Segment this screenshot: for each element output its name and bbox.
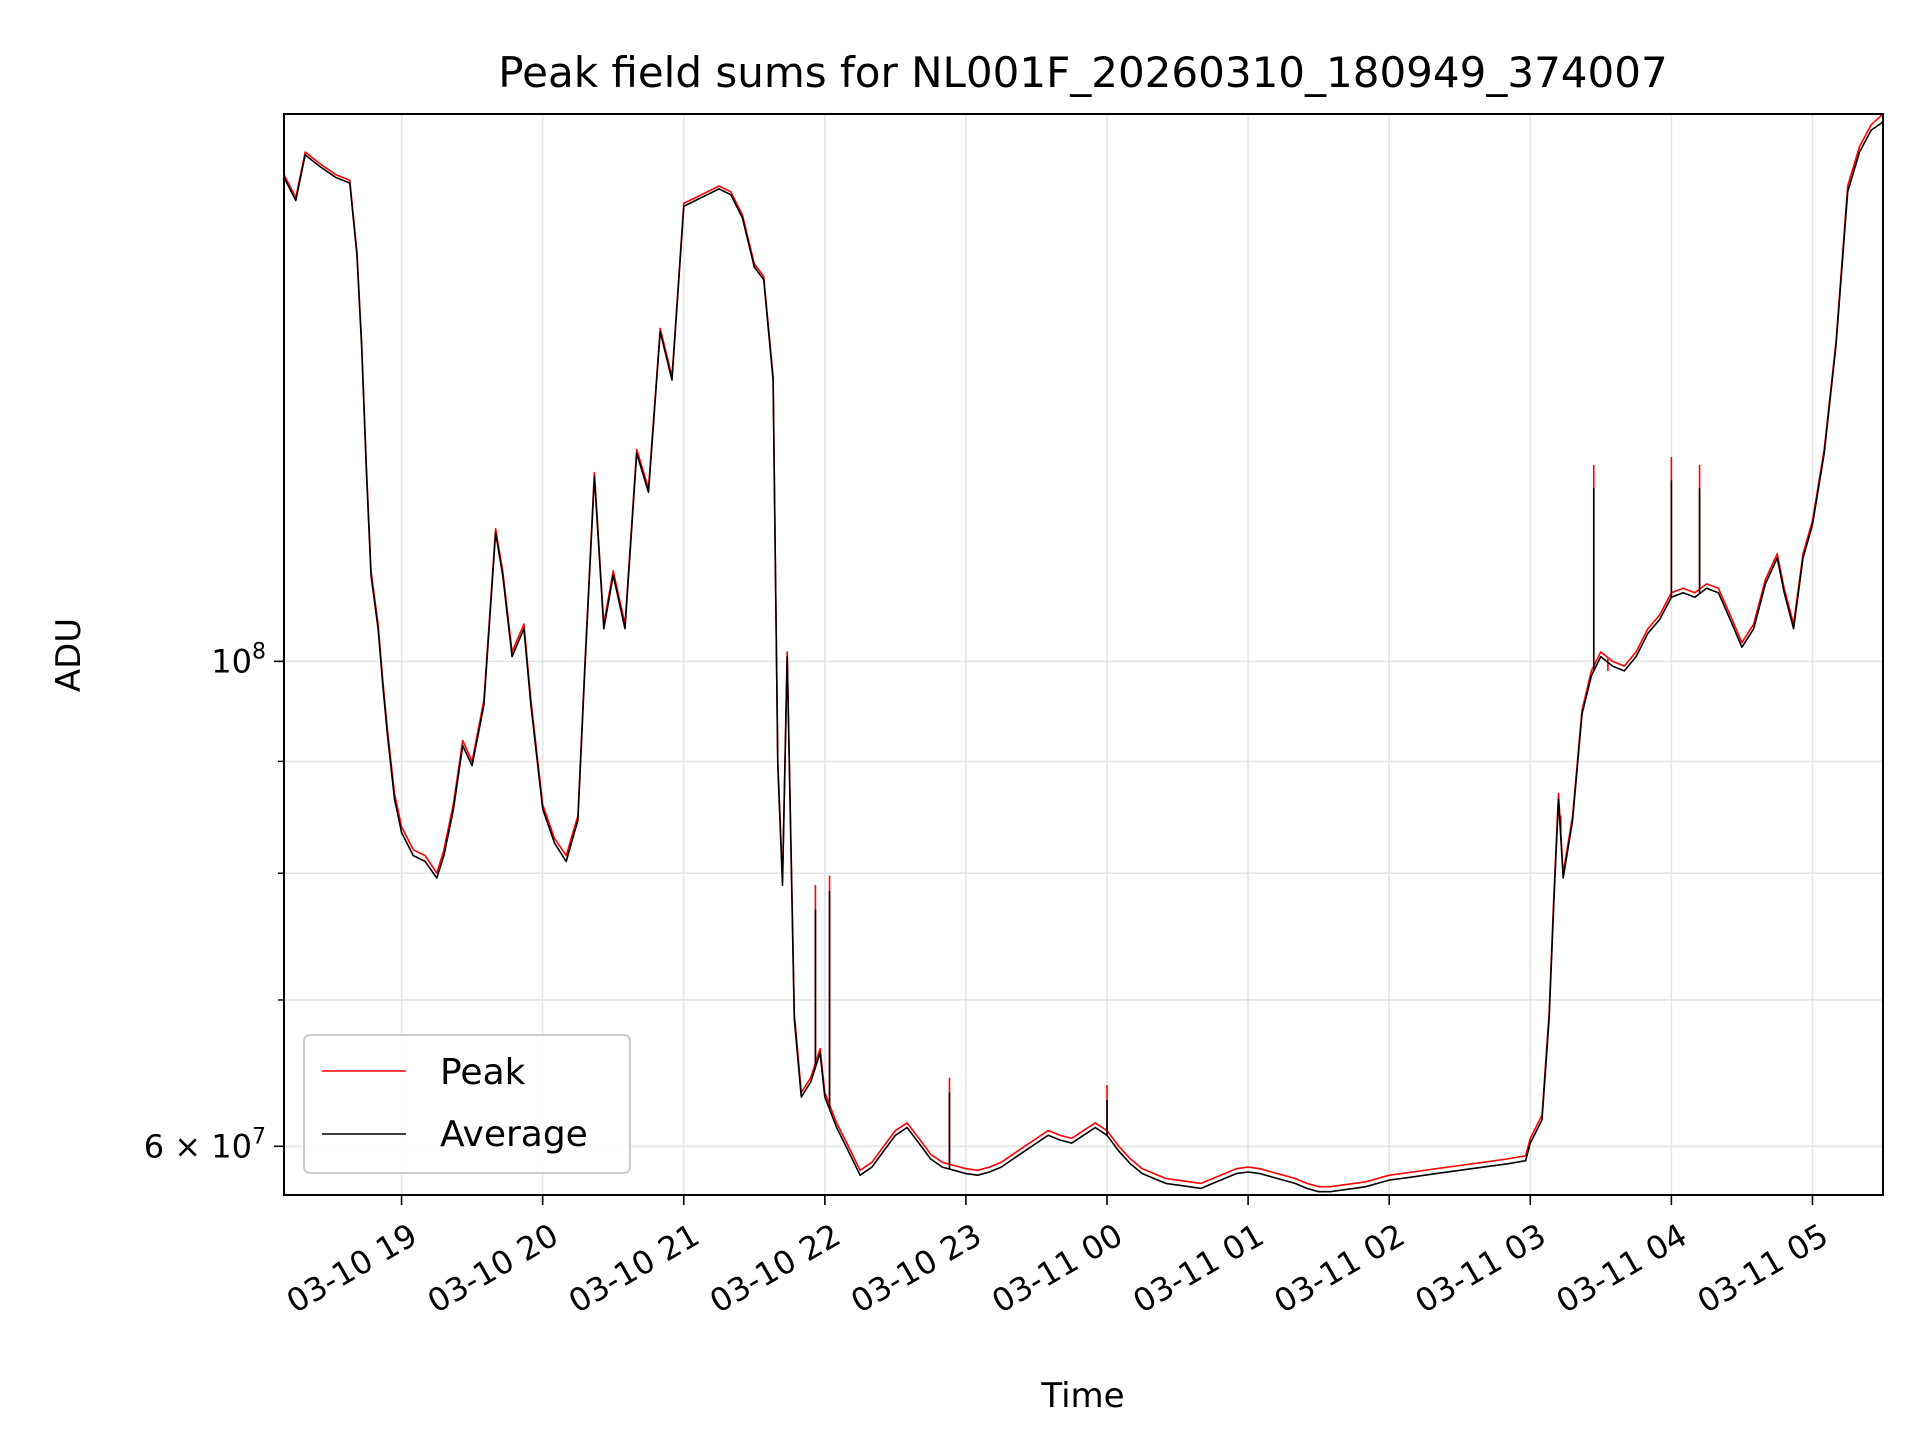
legend-label-average: Average — [440, 1114, 588, 1155]
legend-label-peak: Peak — [440, 1052, 526, 1093]
legend-box — [303, 1034, 631, 1174]
series-line-average — [283, 121, 1884, 1193]
y-axis-label: ADU — [49, 618, 89, 692]
series-layer — [283, 113, 1884, 1193]
legend: Peak Average — [303, 1034, 631, 1174]
y-tick-label: 6 × 107 — [144, 1124, 266, 1165]
plot-frame — [283, 113, 1884, 1196]
chart-title: Peak field sums for NL001F_20260310_1809… — [498, 48, 1667, 97]
x-axis-label: Time — [1040, 1376, 1124, 1416]
